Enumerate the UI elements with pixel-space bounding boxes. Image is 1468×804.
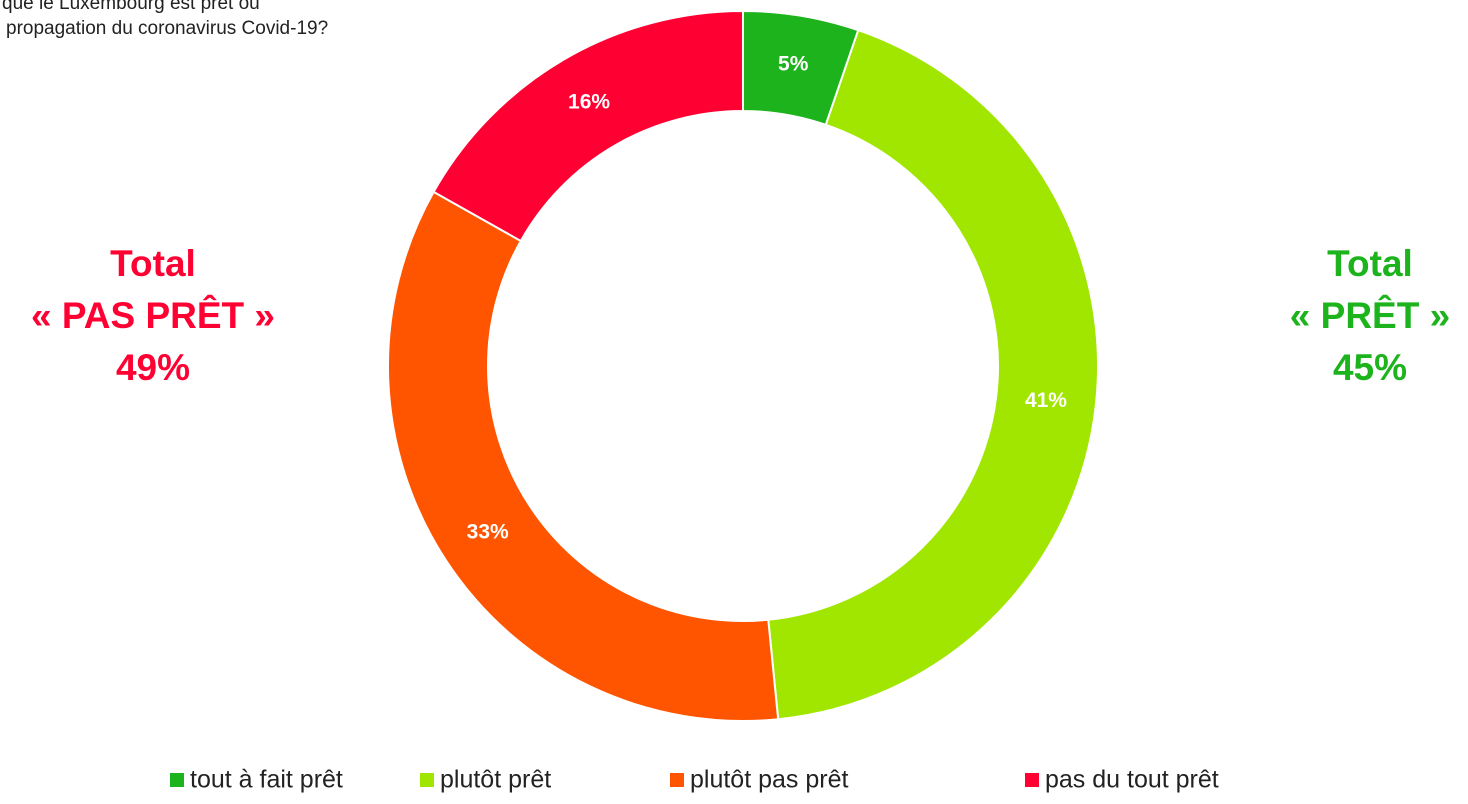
annotation: 45% <box>1333 347 1407 388</box>
donut-segment <box>387 190 780 722</box>
annotation: « PRÊT » <box>1290 294 1450 336</box>
legend-swatch <box>1025 773 1039 787</box>
data-label: 16% <box>568 90 610 113</box>
legend-swatch <box>670 773 684 787</box>
data-label: 33% <box>467 520 509 543</box>
legend-label: plutôt prêt <box>440 766 551 794</box>
chart-title: propagation du coronavirus Covid-19? <box>6 18 328 39</box>
data-label: 5% <box>778 53 809 76</box>
legend-swatch <box>170 773 184 787</box>
legend-label: tout à fait prêt <box>190 766 343 794</box>
annotation: Total <box>110 243 196 284</box>
annotation: Total <box>1327 243 1413 284</box>
legend-label: pas du tout prêt <box>1045 766 1219 794</box>
legend-swatch <box>420 773 434 787</box>
annotation: « PAS PRÊT » <box>31 294 275 336</box>
legend-label: plutôt pas prêt <box>690 766 848 794</box>
annotation: 49% <box>116 347 190 388</box>
data-label: 41% <box>1025 389 1067 412</box>
donut-segment <box>767 28 1099 721</box>
donut-segment <box>432 9 744 243</box>
chart-title: que le Luxembourg est prêt ou <box>2 0 260 14</box>
